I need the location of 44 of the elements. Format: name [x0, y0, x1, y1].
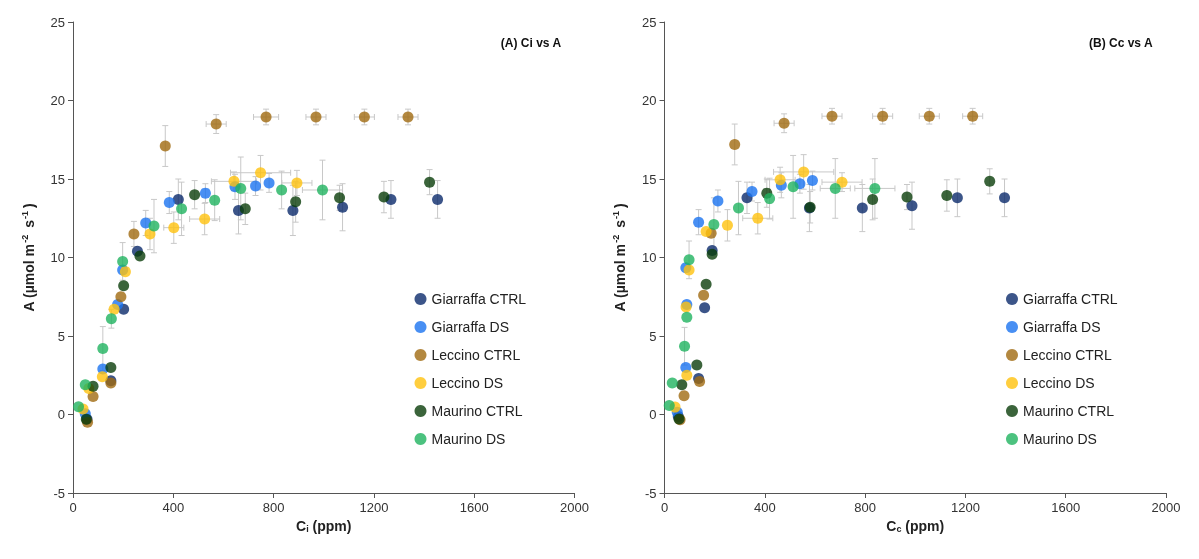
y-axis-title: A (µmol m-2 s-1): [19, 203, 37, 312]
legend-label: Giarraffa DS: [431, 319, 510, 335]
x-tick-label: 0: [69, 500, 77, 515]
x-axis-title: Ci (ppm): [296, 517, 352, 534]
x-tick-label: 1200: [359, 500, 389, 515]
x-axis-title: Cc (ppm): [886, 517, 945, 534]
x-tick-label: 2000: [1151, 500, 1181, 515]
y-tick-label: 10: [642, 250, 657, 265]
legend-label: Leccino DS: [431, 375, 504, 391]
y-tick-label: 25: [50, 14, 65, 30]
text: (B) Cc vs A: [1088, 36, 1153, 50]
legend-label: Giarraffa CTRL: [1023, 291, 1118, 307]
x-tick-label: 0: [660, 500, 669, 515]
x-tick-label: 400: [753, 500, 776, 515]
x-tick-label: 400: [162, 500, 185, 515]
x-tick-label: 1600: [1051, 500, 1081, 515]
y-tick-label: 25: [642, 14, 657, 30]
y-tick-label: 20: [50, 93, 65, 108]
y-tick-label: 15: [50, 171, 65, 187]
y-tick-label: 15: [642, 171, 657, 187]
legend-label: Maurino CTRL: [431, 403, 523, 419]
y-tick-label: 0: [649, 407, 657, 422]
y-tick-label: 5: [649, 328, 657, 344]
y-tick-label: 10: [50, 250, 65, 265]
y-tick-label: 5: [57, 328, 65, 344]
legend-label: Leccino CTRL: [1023, 347, 1112, 363]
legend-label: Giarraffa CTRL: [431, 291, 527, 307]
y-axis-title: A (µmol m-2 s-1): [611, 203, 628, 312]
text: (A) Ci vs A: [500, 36, 562, 50]
x-tick-label: 1200: [950, 500, 980, 515]
y-tick-label: 0: [57, 407, 65, 422]
legend-label: Maurino DS: [1023, 431, 1097, 447]
x-tick-label: 2000: [560, 500, 589, 515]
legend-label: Leccino DS: [1023, 375, 1095, 391]
y-tick-label: -5: [644, 485, 657, 501]
x-tick-label: 800: [854, 500, 876, 515]
legend-label: Maurino DS: [431, 431, 506, 447]
y-tick-label: 20: [642, 93, 657, 108]
x-tick-label: 1600: [459, 500, 489, 515]
legend-label: Leccino CTRL: [431, 347, 521, 363]
x-tick-label: 800: [262, 500, 285, 515]
y-tick-label: -5: [53, 485, 65, 501]
legend-label: Giarraffa DS: [1023, 319, 1101, 335]
legend-label: Maurino CTRL: [1023, 403, 1115, 419]
